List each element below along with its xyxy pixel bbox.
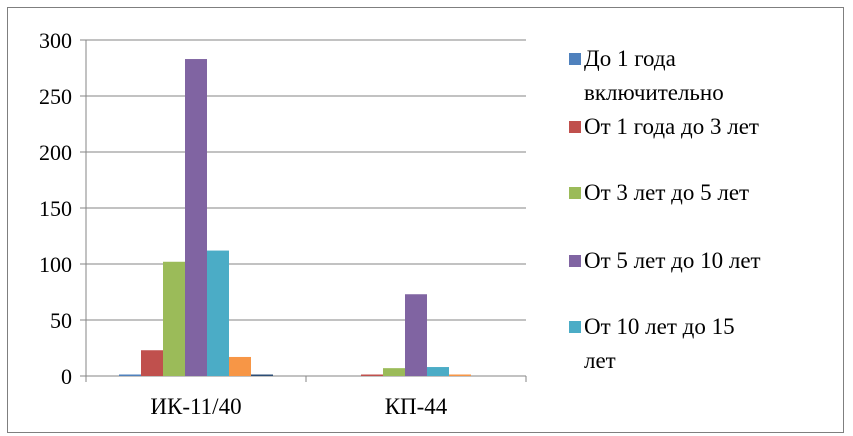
legend: До 1 года включительно От 1 года до 3 лет О… <box>569 46 761 373</box>
y-tick-label: 200 <box>39 140 72 165</box>
bar <box>251 374 273 376</box>
y-tick-labels: 0 50 100 150 200 250 300 <box>39 28 72 389</box>
legend-swatch <box>569 121 581 133</box>
x-category-label: ИК-11/40 <box>150 394 241 419</box>
bar <box>449 374 471 376</box>
bar <box>229 356 251 376</box>
bar <box>383 368 405 376</box>
bar <box>185 59 207 376</box>
bar <box>119 374 141 376</box>
legend-swatch <box>569 187 581 199</box>
x-category-label: КП-44 <box>385 394 448 419</box>
bar <box>207 250 229 376</box>
legend-label: От 10 лет до 15 <box>584 314 735 339</box>
y-tick-label: 100 <box>39 252 72 277</box>
legend-swatch <box>569 53 581 65</box>
bars <box>119 59 471 376</box>
bar <box>427 367 449 376</box>
bar <box>405 294 427 376</box>
y-tick-label: 0 <box>61 364 72 389</box>
bar <box>141 350 163 376</box>
legend-label: От 5 лет до 10 лет <box>584 248 761 273</box>
bar <box>361 374 383 376</box>
y-tick-label: 150 <box>39 196 72 221</box>
legend-label: включительно <box>584 80 724 105</box>
x-category-labels: ИК-11/40 КП-44 <box>150 394 447 419</box>
y-tick-label: 300 <box>39 28 72 53</box>
axes <box>80 39 527 382</box>
gridlines <box>86 39 526 321</box>
legend-label: От 1 года до 3 лет <box>584 114 759 139</box>
legend-label: До 1 года <box>584 46 676 71</box>
legend-swatch <box>569 321 581 333</box>
y-tick-label: 50 <box>50 308 72 333</box>
legend-label: лет <box>584 348 616 373</box>
legend-swatch <box>569 255 581 267</box>
legend-label: От 3 лет до 5 лет <box>584 180 749 205</box>
y-tick-label: 250 <box>39 84 72 109</box>
bar <box>163 261 185 376</box>
